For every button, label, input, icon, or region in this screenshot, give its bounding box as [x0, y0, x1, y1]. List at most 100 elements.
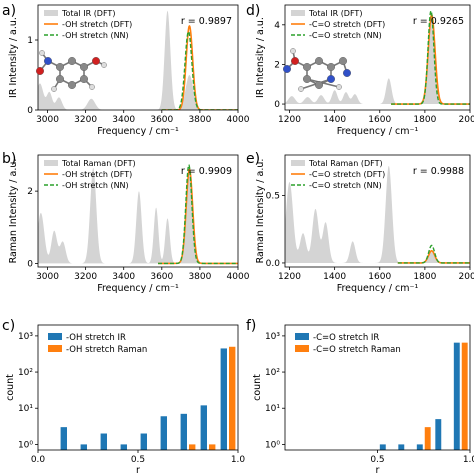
- legend-label: Total Raman (DFT): [61, 159, 136, 168]
- legend-swatch-raman: [295, 345, 309, 352]
- panel-letter: b): [2, 151, 16, 167]
- ir-count-bar: [80, 444, 87, 450]
- total-spectrum-area: [38, 167, 238, 264]
- y-tick-label: 0: [274, 100, 280, 110]
- legend-label: -OH stretch (DFT): [62, 20, 132, 29]
- axes-frame: [284, 154, 471, 268]
- x-tick-label: 3800: [188, 272, 211, 282]
- correlation-value: r = 0.9988: [413, 166, 464, 177]
- y-tick-label: 2: [274, 60, 280, 70]
- legend-label: -OH stretch (DFT): [62, 170, 132, 179]
- raman-count-bar: [229, 346, 236, 450]
- raman-count-bar: [424, 427, 431, 450]
- legend-label: -OH stretch (NN): [62, 181, 129, 190]
- panel-f: 0.5 1.0 10⁰ 10¹ 10² 10³ r count -C=O stretch IR -…: [246, 318, 474, 474]
- x-axis-label: r: [376, 465, 380, 474]
- legend-label: -C=O stretch (NN): [309, 31, 382, 40]
- x-tick-label: 1600: [368, 115, 391, 125]
- y-tick-label: 4: [274, 21, 280, 31]
- y-axis-label: Raman Intensity / a.u.: [8, 159, 19, 264]
- ir-count-bar: [100, 433, 107, 450]
- x-axis-label: Frequency / cm⁻¹: [337, 126, 419, 137]
- x-tick-label: 3400: [112, 115, 135, 125]
- ir-count-bar: [379, 444, 386, 450]
- correlation-value: r = 0.9909: [181, 166, 232, 177]
- x-tick-label: 1200: [278, 115, 301, 125]
- plot-area: [285, 9, 470, 105]
- total-spectrum-area: [38, 10, 238, 110]
- y-tick-label: 10⁰: [265, 440, 280, 450]
- ir-count-bar: [60, 427, 67, 450]
- x-tick-label: 1800: [413, 115, 436, 125]
- y-tick-label: 0.5: [266, 191, 280, 201]
- legend-label: -C=O stretch (DFT): [309, 170, 385, 179]
- y-axis-label: count: [252, 374, 263, 401]
- plot-area: [285, 165, 470, 264]
- x-tick-label: 4000: [227, 115, 250, 125]
- legend-swatch-total: [44, 10, 58, 16]
- legend-label: -OH stretch Raman: [66, 345, 147, 355]
- y-tick-label: 10³: [265, 332, 280, 342]
- legend-label: -C=O stretch (NN): [309, 181, 382, 190]
- legend-swatch-total: [44, 160, 58, 166]
- x-tick-label: 0.5: [131, 455, 145, 465]
- x-tick-label: 3800: [188, 115, 211, 125]
- legend-swatch-raman: [48, 345, 62, 352]
- correlation-value: r = 0.9265: [413, 16, 464, 27]
- raman-count-bar: [189, 444, 196, 450]
- y-tick-label: 1: [27, 36, 33, 46]
- x-tick-label: 1600: [368, 272, 391, 282]
- legend-label: Total IR (DFT): [308, 9, 362, 18]
- raman-count-bar: [209, 444, 216, 450]
- x-tick-label: 3200: [74, 272, 97, 282]
- x-tick-label: 0.5: [370, 455, 384, 465]
- panel-letter: f): [246, 318, 256, 334]
- ir-count-bar: [453, 342, 460, 450]
- y-axis-label: Raman Intensity / a.u.: [255, 159, 266, 264]
- panel-letter: e): [246, 151, 260, 167]
- panel-c: 0.0 0.5 1.0 10⁰ 10¹ 10² 10³ r count -OH stretch I…: [2, 318, 245, 474]
- ir-count-bar: [416, 444, 423, 450]
- ir-count-bar: [140, 433, 147, 450]
- molecule-icon: [283, 48, 352, 92]
- y-tick-label: 10⁰: [18, 440, 33, 450]
- legend-label: -C=O stretch (DFT): [309, 20, 385, 29]
- panel-letter: a): [2, 3, 16, 19]
- y-axis-label: IR Intensity / a.u.: [255, 17, 266, 98]
- axes-frame: [37, 324, 239, 451]
- x-axis-label: Frequency / cm⁻¹: [337, 283, 419, 294]
- ir-count-bar: [435, 419, 442, 450]
- y-axis-label: IR Intensity / a.u.: [8, 17, 19, 98]
- axes-frame: [284, 4, 471, 111]
- legend-swatch-total: [291, 10, 305, 16]
- legend-swatch-total: [291, 160, 305, 166]
- x-tick-label: 1200: [278, 272, 301, 282]
- x-axis-label: Frequency / cm⁻¹: [97, 283, 179, 294]
- x-tick-label: 3600: [150, 115, 173, 125]
- y-tick-label: 10³: [18, 332, 33, 342]
- x-tick-label: 3000: [36, 272, 59, 282]
- x-axis-label: r: [136, 465, 140, 474]
- legend-label: -OH stretch IR: [66, 333, 126, 343]
- x-axis-label: Frequency / cm⁻¹: [97, 126, 179, 137]
- raman-count-bar: [461, 342, 468, 450]
- y-tick-label: 0: [27, 106, 33, 116]
- x-tick-label: 0.0: [31, 455, 46, 465]
- x-tick-label: 3400: [112, 272, 135, 282]
- nn-stretch-line: [391, 9, 470, 105]
- panel-letter: c): [2, 318, 15, 334]
- legend-label: -C=O stretch IR: [313, 333, 379, 343]
- legend-swatch-ir: [48, 333, 62, 340]
- correlation-value: r = 0.9897: [181, 16, 232, 27]
- y-tick-label: 2: [27, 187, 33, 197]
- y-axis-label: count: [5, 374, 16, 401]
- plot-area: [38, 164, 238, 265]
- total-spectrum-area: [285, 165, 470, 263]
- y-tick-label: 0: [27, 259, 33, 269]
- x-tick-label: 1400: [323, 115, 346, 125]
- x-tick-label: 1.0: [463, 455, 474, 465]
